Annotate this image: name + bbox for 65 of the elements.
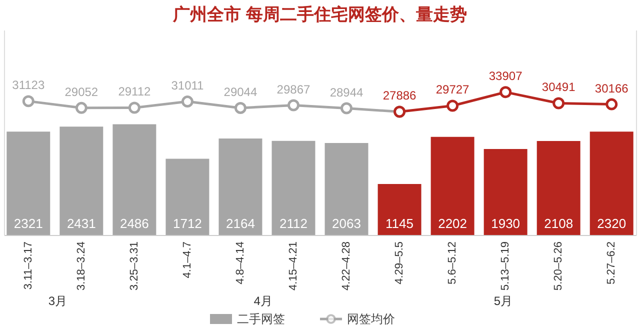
bar bbox=[484, 148, 528, 235]
point bbox=[500, 86, 512, 98]
x-tick-label: 3.25–3.31 bbox=[128, 242, 140, 290]
data-label: 2320 bbox=[597, 216, 626, 231]
data-label: 1930 bbox=[491, 216, 520, 231]
x-tick-label: 5.20–5.26 bbox=[552, 242, 565, 290]
data-label: 1145 bbox=[386, 216, 414, 231]
data-label: 2486 bbox=[120, 216, 149, 231]
bar bbox=[166, 158, 210, 235]
text: 3月 bbox=[48, 294, 68, 308]
bar bbox=[218, 138, 262, 235]
data-label: 33907 bbox=[488, 69, 523, 84]
point bbox=[234, 102, 246, 114]
data-label: 29867 bbox=[276, 82, 310, 96]
x-tick-label: 4.22–4.28 bbox=[340, 242, 353, 290]
bar bbox=[112, 124, 156, 235]
data-label: 29052 bbox=[64, 84, 98, 99]
bar bbox=[536, 141, 580, 235]
data-label: 29044 bbox=[224, 84, 258, 99]
x-tick-label: 4.29–5.5 bbox=[394, 242, 406, 284]
bar bbox=[378, 184, 422, 235]
text: 5月 bbox=[494, 294, 513, 308]
data-label: 27886 bbox=[382, 88, 417, 103]
legend-label: 二手网签 bbox=[237, 312, 285, 326]
chart-title: 广州全市 每周二手住宅网签价、量走势 bbox=[172, 5, 467, 24]
bar bbox=[60, 126, 104, 235]
data-label: 30166 bbox=[594, 81, 629, 96]
x-tick-label: 5.27–6.2 bbox=[606, 242, 618, 284]
data-label: 29112 bbox=[118, 84, 151, 99]
bar bbox=[324, 143, 368, 235]
bar bbox=[430, 136, 474, 235]
bar bbox=[590, 132, 634, 235]
data-label: 2063 bbox=[332, 216, 361, 231]
text: 4月 bbox=[254, 294, 272, 308]
x-tick-label: 4.1–4.7 bbox=[181, 242, 194, 278]
x-tick-label: 3.11–3.17 bbox=[22, 242, 34, 290]
point bbox=[287, 99, 300, 112]
point bbox=[340, 102, 353, 114]
data-label: 29727 bbox=[436, 82, 470, 97]
legend-label: 网签均价 bbox=[347, 312, 395, 326]
point bbox=[22, 95, 34, 108]
data-label: 1712 bbox=[172, 216, 202, 231]
bar bbox=[272, 140, 316, 235]
data-label: 2202 bbox=[438, 216, 468, 231]
data-label: 28944 bbox=[330, 85, 364, 100]
x-tick-label: 5.13–5.19 bbox=[500, 242, 512, 290]
data-label: 2321 bbox=[14, 216, 43, 231]
data-label: 2431 bbox=[66, 216, 96, 231]
data-label: 2112 bbox=[280, 216, 308, 231]
point bbox=[606, 98, 618, 110]
point bbox=[552, 97, 565, 110]
point bbox=[446, 100, 459, 112]
x-tick-label: 3.18–3.24 bbox=[75, 242, 88, 290]
data-label: 2108 bbox=[544, 216, 574, 231]
point bbox=[75, 102, 88, 114]
data-label: 2164 bbox=[226, 216, 255, 231]
x-tick-label: 4.15–4.21 bbox=[287, 242, 300, 290]
point bbox=[181, 96, 194, 108]
data-label: 30491 bbox=[542, 80, 576, 94]
x-tick-label: 5.6–5.12 bbox=[446, 242, 459, 284]
data-label: 31123 bbox=[12, 78, 45, 92]
data-label: 31011 bbox=[171, 78, 204, 93]
point bbox=[128, 102, 140, 114]
x-tick-label: 4.8–4.14 bbox=[234, 242, 246, 284]
bar bbox=[6, 132, 50, 235]
